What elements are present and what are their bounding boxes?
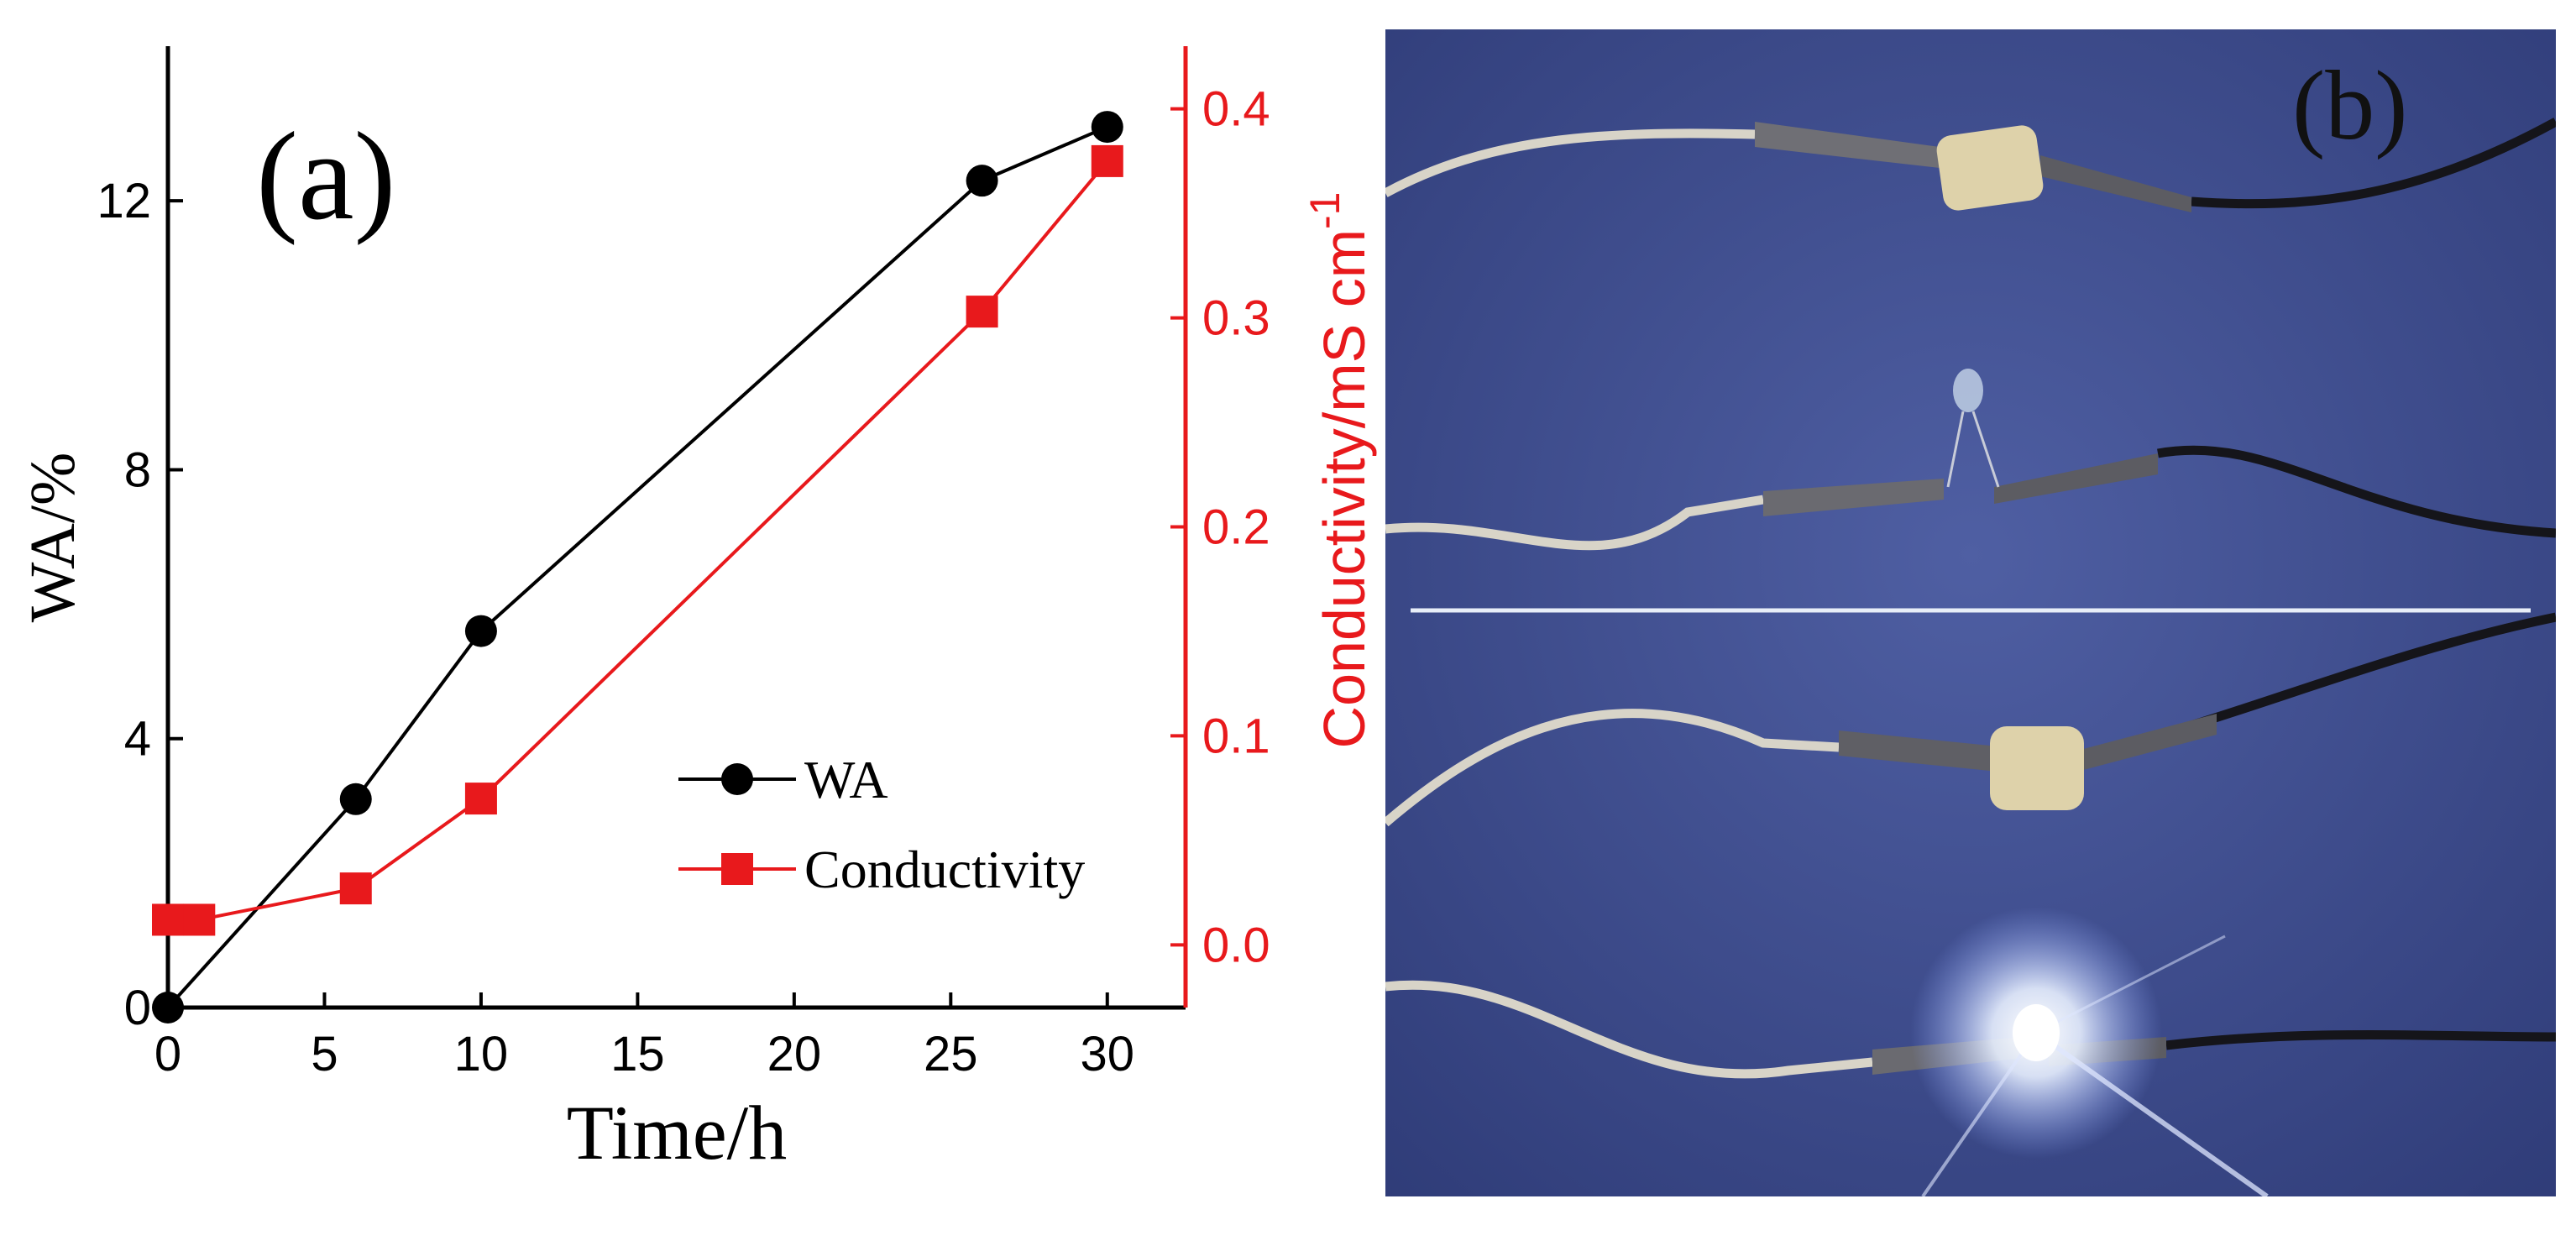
data-point-conductivity bbox=[464, 783, 497, 815]
legend-item-conductivity: Conductivity bbox=[678, 840, 1085, 899]
alligator-clip bbox=[1994, 453, 2158, 504]
alligator-clip bbox=[2040, 155, 2191, 212]
led-lead-wire bbox=[1971, 411, 2000, 488]
legend-wa-label: WA bbox=[804, 750, 888, 809]
data-point-wa bbox=[966, 165, 998, 197]
y-tick-label: 8 bbox=[124, 442, 151, 497]
led-light-ray bbox=[1921, 1031, 2038, 1196]
black-wire bbox=[2157, 445, 2556, 538]
led-light-ray bbox=[2035, 934, 2226, 1034]
axis-ticks: 0 5 10 15 20 25 30 0 4 8 12 0.0 0.1 0.2 0.3 0.4 bbox=[97, 82, 1270, 1081]
alligator-clip bbox=[1839, 730, 2007, 772]
data-point-conductivity bbox=[339, 872, 372, 905]
white-wire bbox=[1385, 709, 1840, 827]
x-tick-label: 20 bbox=[767, 1027, 822, 1081]
data-point-conductivity bbox=[152, 903, 184, 936]
panel-label-a: (a) bbox=[256, 107, 395, 246]
alligator-clip bbox=[1755, 122, 1940, 168]
x-tick-label: 30 bbox=[1081, 1027, 1135, 1081]
legend-item-wa: WA bbox=[678, 750, 888, 809]
white-wire bbox=[1385, 980, 1873, 1079]
led-light-ray bbox=[2034, 1030, 2269, 1196]
hydrogel-sample bbox=[1936, 125, 2044, 211]
photo-bottom-scene bbox=[1385, 612, 2556, 1196]
data-point-conductivity bbox=[183, 903, 216, 936]
led-lead-wire bbox=[1946, 411, 1965, 488]
x-tick-label: 15 bbox=[610, 1027, 665, 1081]
photo-top-scene bbox=[1385, 118, 2556, 551]
y2-tick-label: 0.3 bbox=[1202, 291, 1270, 346]
series-layer bbox=[152, 111, 1123, 1024]
legend-wa-marker bbox=[721, 763, 753, 795]
data-point-conductivity bbox=[966, 296, 998, 328]
y-tick-label: 4 bbox=[124, 712, 151, 767]
chart-panel-a: 0 5 10 15 20 25 30 0 4 8 12 0.0 0.1 0.2 0.3 0.4 (a) Tim… bbox=[18, 46, 1377, 1175]
led-bulb-lit bbox=[2013, 1004, 2060, 1061]
x-tick-label: 25 bbox=[924, 1027, 978, 1081]
data-point-wa bbox=[152, 992, 184, 1024]
y2-axis-title: Conductivity/mS cm-1 bbox=[1301, 192, 1377, 749]
black-wire bbox=[2191, 118, 2556, 209]
chart-legend: WA Conductivity bbox=[678, 750, 1085, 899]
legend-conductivity-label: Conductivity bbox=[804, 840, 1085, 899]
alligator-clip bbox=[1763, 479, 1944, 516]
legend-conductivity-marker bbox=[721, 853, 753, 885]
y2-tick-label: 0.0 bbox=[1202, 918, 1270, 972]
y2-axis-title-main: Conductivity/mS cm bbox=[1312, 229, 1377, 748]
photo-panel-b: (b) bbox=[1385, 29, 2556, 1196]
x-tick-label: 5 bbox=[311, 1027, 338, 1081]
data-point-wa bbox=[339, 783, 372, 815]
hydrogel-sample bbox=[1990, 726, 2084, 810]
led-bulb-unlit bbox=[1953, 369, 1983, 412]
y2-tick-label: 0.4 bbox=[1202, 82, 1270, 137]
black-wire bbox=[2165, 1030, 2556, 1050]
data-point-conductivity bbox=[1091, 144, 1123, 177]
x-tick-label: 0 bbox=[154, 1027, 181, 1081]
x-axis-title: Time/h bbox=[567, 1090, 787, 1175]
x-tick-label: 10 bbox=[454, 1027, 509, 1081]
white-wire bbox=[1385, 495, 1764, 551]
data-point-wa bbox=[464, 615, 497, 647]
y-axis-title: WA/% bbox=[18, 453, 88, 623]
white-wire bbox=[1385, 128, 1756, 197]
y2-tick-label: 0.1 bbox=[1202, 709, 1270, 763]
y2-axis-title-superscript: -1 bbox=[1301, 192, 1348, 229]
series-line-conductivity bbox=[168, 160, 1109, 922]
panel-label-b: (b) bbox=[2292, 50, 2408, 160]
y-tick-label: 0 bbox=[124, 981, 151, 1035]
alligator-clip bbox=[2074, 714, 2217, 772]
y2-tick-label: 0.2 bbox=[1202, 500, 1270, 555]
y-tick-label: 12 bbox=[97, 174, 151, 228]
data-point-wa bbox=[1091, 111, 1123, 144]
